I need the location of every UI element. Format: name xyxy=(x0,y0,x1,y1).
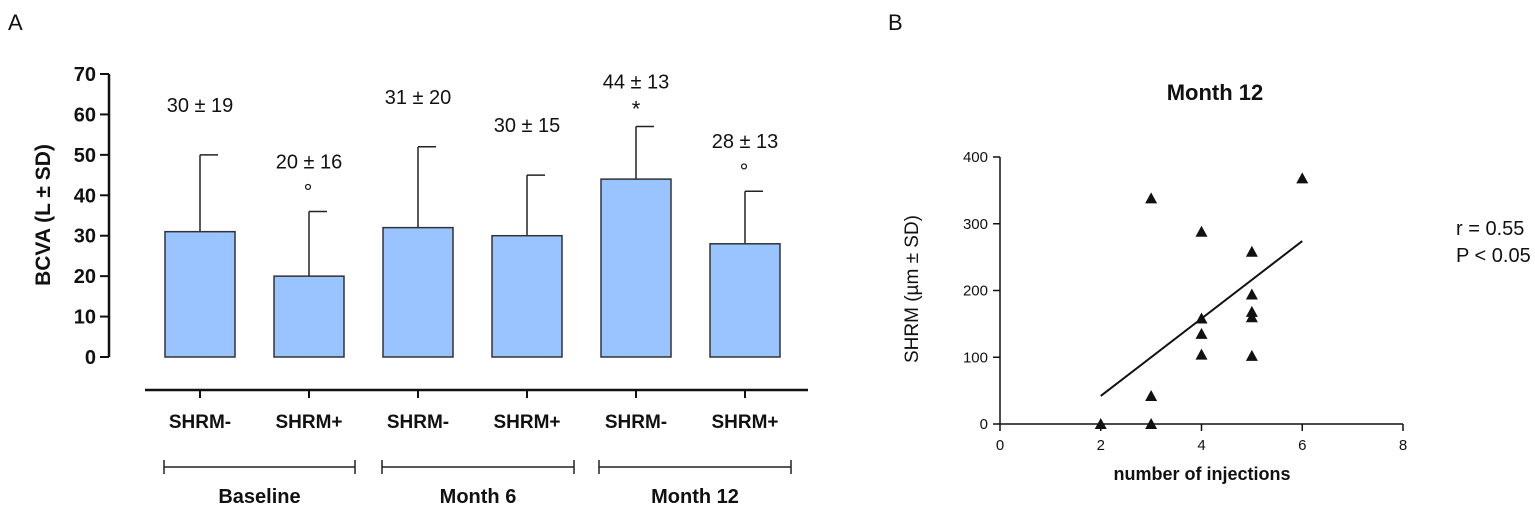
bars: 30 ± 19 SHRM- 20 ± 16 ° SHRM+ 31 ± 20 SHRM- 30 … xyxy=(164,72,781,433)
y-tick-label: 60 xyxy=(74,104,96,126)
data-point xyxy=(1094,418,1107,429)
y-tick-label: 100 xyxy=(963,349,988,366)
data-point xyxy=(1195,225,1208,237)
panel-a-label: A xyxy=(8,10,23,35)
stat-p: P < 0.05 xyxy=(1456,245,1531,267)
y-tick-label: 0 xyxy=(980,416,988,433)
panel-a: A BCVA (L ± SD) 0 10 20 30 40 50 60 70 30 ± 19 S… xyxy=(8,10,808,508)
x-tick-label: 2 xyxy=(1097,437,1105,454)
value-label: 30 ± 15 xyxy=(494,115,561,137)
x-tick-label: SHRM- xyxy=(169,412,231,433)
data-point xyxy=(1245,305,1258,317)
y-axis-label: BCVA (L ± SD) xyxy=(32,144,55,286)
scatter-x-label: number of injections xyxy=(1113,464,1290,484)
significance-marker: ° xyxy=(304,179,313,204)
value-label: 20 ± 16 xyxy=(276,151,343,173)
value-label: 28 ± 13 xyxy=(712,131,779,153)
group-label: Month 6 xyxy=(440,486,517,508)
x-tick-label: SHRM- xyxy=(387,412,449,433)
data-point xyxy=(1245,349,1258,361)
bar xyxy=(709,243,781,358)
bar xyxy=(273,275,345,358)
significance-marker: ° xyxy=(740,159,749,184)
x-tick-label: 8 xyxy=(1399,437,1407,454)
data-point xyxy=(1245,288,1258,300)
data-point xyxy=(1296,172,1309,184)
bar xyxy=(164,230,236,358)
value-label: 30 ± 19 xyxy=(167,95,234,117)
significance-marker: * xyxy=(632,97,641,122)
y-tick-label: 40 xyxy=(74,185,96,207)
panel-b-label: B xyxy=(888,10,903,35)
y-tick-label: 30 xyxy=(74,226,96,248)
data-point xyxy=(1245,245,1258,257)
scatter-y-label: SHRM (µm ± SD) xyxy=(902,215,923,363)
value-label: 44 ± 13 xyxy=(603,72,670,94)
y-tick-label: 20 xyxy=(74,266,96,288)
data-point xyxy=(1145,192,1158,204)
y-tick-label: 400 xyxy=(963,149,988,166)
y-tick-label: 200 xyxy=(963,283,988,300)
x-tick-label: SHRM- xyxy=(605,412,667,433)
x-tick-label: SHRM+ xyxy=(711,412,778,433)
group-label: Month 12 xyxy=(651,486,739,508)
data-point xyxy=(1145,389,1158,401)
scatter-title: Month 12 xyxy=(1167,80,1264,105)
y-tick-label: 300 xyxy=(963,216,988,233)
data-point xyxy=(1145,418,1158,429)
y-tick-label: 10 xyxy=(74,307,96,329)
y-tick-label: 0 xyxy=(85,347,96,369)
scatter-points xyxy=(1094,172,1309,429)
x-tick-label: 0 xyxy=(996,437,1004,454)
data-point xyxy=(1195,348,1208,360)
x-tick-label: SHRM+ xyxy=(493,412,560,433)
group-label: Baseline xyxy=(218,486,300,508)
bar xyxy=(382,226,454,358)
y-ticks: 0 10 20 30 40 50 60 70 xyxy=(74,64,109,369)
panel-b: B Month 12 SHRM (µm ± SD) number of inje… xyxy=(888,10,1531,484)
stat-r: r = 0.55 xyxy=(1456,218,1524,240)
y-tick-label: 50 xyxy=(74,145,96,167)
data-point xyxy=(1195,327,1208,339)
bar xyxy=(600,178,672,358)
y-tick-label: 70 xyxy=(74,64,96,86)
x-tick-label: SHRM+ xyxy=(275,412,342,433)
regression-line xyxy=(1100,240,1303,397)
scatter-ticks: 0 2 4 6 8 0 100 200 300 400 xyxy=(963,149,1407,454)
value-label: 31 ± 20 xyxy=(385,87,452,109)
x-tick-label: 6 xyxy=(1298,437,1306,454)
x-tick-label: 4 xyxy=(1197,437,1205,454)
bar xyxy=(491,234,563,358)
group-brackets: Baseline Month 6 Month 12 xyxy=(163,460,792,508)
